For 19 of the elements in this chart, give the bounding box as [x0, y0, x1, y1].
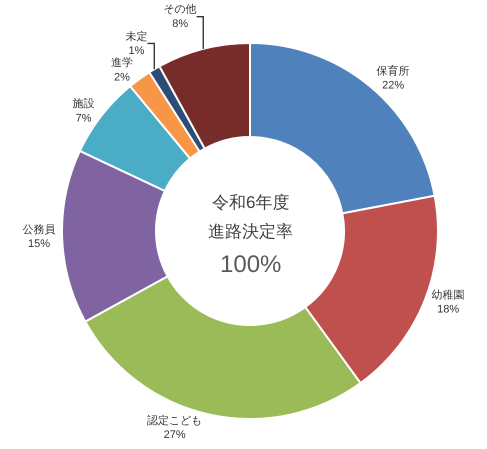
data-label: 27% — [164, 429, 186, 442]
slice-label: 認定こども — [147, 414, 202, 427]
data-label: 7% — [76, 112, 92, 124]
slice-label: 保育所 — [376, 64, 410, 78]
data-label: 8% — [172, 18, 188, 30]
slice-label: 未定 — [125, 30, 148, 43]
data-label: 1% — [128, 45, 145, 58]
data-label: 15% — [28, 238, 50, 250]
slice-label: 進学 — [110, 57, 133, 70]
text: 令和6年度 — [212, 193, 290, 212]
slice-label: 幼稚園 — [432, 288, 465, 302]
data-label: 22% — [382, 80, 404, 92]
data-label: 18% — [437, 304, 460, 316]
data-label: 2% — [114, 71, 130, 84]
slice-label: その他 — [164, 4, 197, 16]
text: 100% — [220, 251, 282, 278]
slice-label: 公務員 — [22, 224, 56, 236]
text: 進路決定率 — [208, 222, 293, 241]
slice-label: 施設 — [72, 96, 95, 110]
